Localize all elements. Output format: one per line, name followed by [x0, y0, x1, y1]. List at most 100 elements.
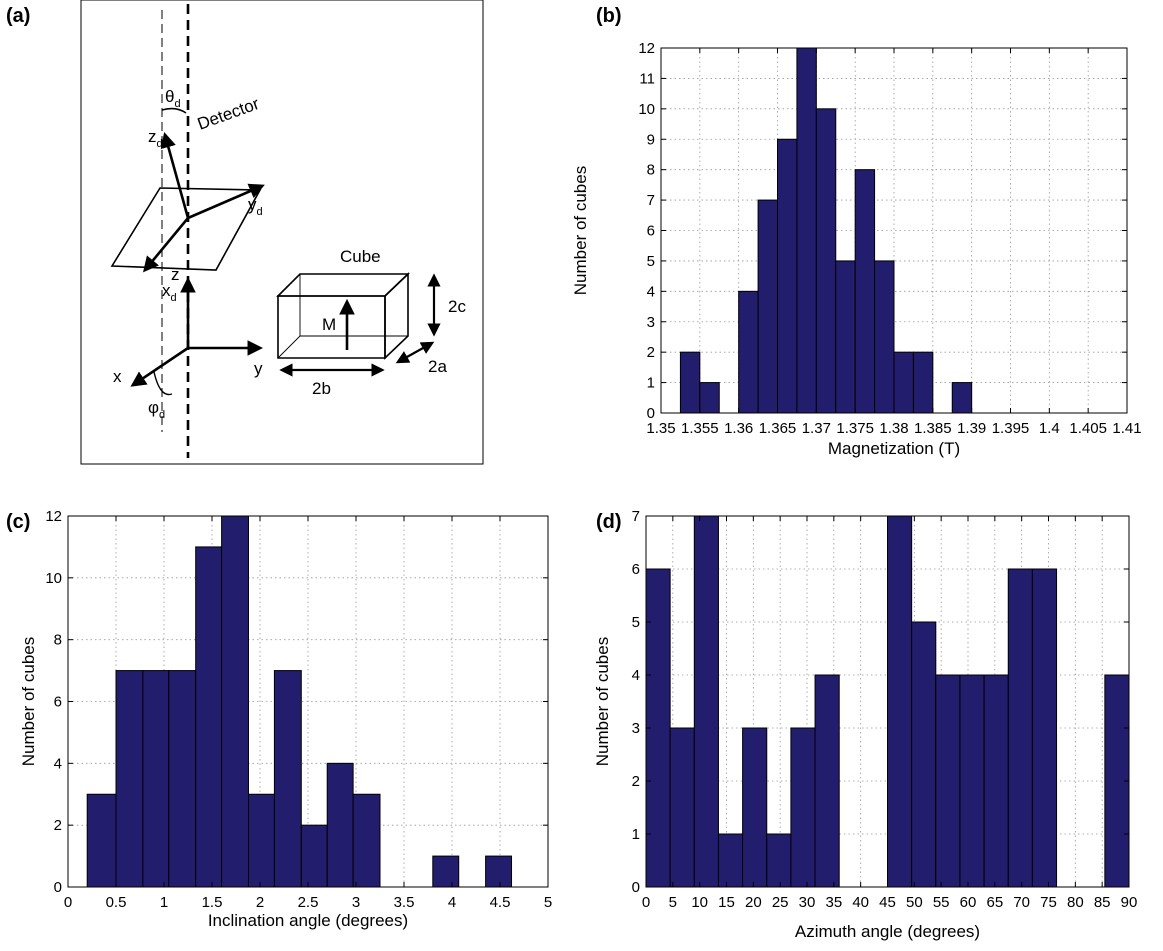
histogram-bar	[738, 290, 759, 414]
x-label: x	[113, 367, 122, 386]
histogram-bar	[935, 674, 961, 888]
y-tick-label: 4	[632, 667, 640, 684]
z-label: z	[171, 265, 180, 284]
panel-label: (b)	[596, 5, 622, 27]
x-tick-label: 2	[256, 894, 264, 911]
x-tick-label: 40	[852, 894, 869, 911]
theta-label: θd	[165, 87, 181, 110]
x-tick-label: 1.385	[914, 420, 952, 437]
x-tick-label: 2.5	[298, 894, 319, 911]
x-tick-label: 60	[960, 894, 977, 911]
yd-axis-arrow	[187, 183, 265, 220]
x-tick-label: 20	[745, 894, 762, 911]
x-tick-label: 90	[1121, 894, 1138, 911]
histogram-bar	[854, 169, 876, 414]
b-dim-label: 2b	[312, 379, 331, 398]
x-axis-arrow	[130, 346, 189, 387]
panel-label: (d)	[596, 511, 622, 533]
detector-label: Detector	[195, 94, 262, 134]
y-tick-label: 5	[632, 614, 640, 631]
x-tick-label: 1.355	[681, 420, 719, 437]
x-tick-label: 45	[879, 894, 896, 911]
x-tick-label: 10	[691, 894, 708, 911]
y-tick-label: 4	[647, 283, 655, 300]
phi-arc	[153, 371, 173, 396]
x-tick-label: 1	[160, 894, 168, 911]
histogram-bar	[912, 351, 934, 414]
y-tick-label: 1	[647, 375, 655, 392]
y-tick-label: 4	[54, 755, 62, 772]
y-tick-label: 12	[638, 40, 655, 57]
x-tick-label: 3.5	[394, 894, 415, 911]
x-tick-label: 4	[448, 894, 456, 911]
histogram-bar	[195, 546, 223, 888]
y-tick-label: 8	[647, 162, 655, 179]
x-tick-label: 50	[906, 894, 923, 911]
zd-axis-arrow	[160, 131, 190, 219]
cube-drawing	[276, 272, 410, 360]
panel-label: (c)	[6, 511, 30, 533]
panel-a-frame	[80, 0, 484, 465]
y-tick-label: 11	[639, 70, 655, 87]
y-tick-label: 5	[647, 253, 655, 270]
y-axis-title: Number of cubes	[19, 637, 38, 766]
x-tick-label: 1.37	[802, 420, 831, 437]
xd-label: xd	[162, 281, 177, 304]
yd-label: yd	[248, 195, 263, 218]
histogram-bar	[326, 762, 354, 888]
y-tick-label: 6	[54, 694, 62, 711]
histogram-bar	[699, 382, 720, 414]
zd-label: zd	[148, 127, 163, 150]
y-tick-label: 7	[647, 192, 655, 209]
histogram-bar	[432, 855, 460, 888]
histogram-bar	[86, 793, 117, 888]
y-tick-label: 12	[45, 508, 62, 525]
chart-inclination: (c) 0 0.5 1 1.5 2 2.5 3 3.5 4 4.5 5 0 2 4 6 8 10 12 Inclina…	[6, 508, 552, 930]
histogram-bar	[874, 260, 895, 414]
x-tick-label: 30	[799, 894, 816, 911]
y-tick-label: 8	[54, 632, 62, 649]
x-tick-label: 65	[986, 894, 1003, 911]
histogram-bar	[669, 727, 695, 888]
histogram-bar	[983, 674, 1009, 888]
x-tick-label: 0	[642, 894, 650, 911]
histogram-bar	[766, 833, 792, 888]
cube-label: Cube	[340, 247, 381, 266]
y-tick-label: 0	[632, 879, 640, 896]
phi-label: φd	[148, 398, 165, 421]
x-tick-label: 15	[718, 894, 735, 911]
x-tick-label: 4.5	[490, 894, 511, 911]
x-tick-label: 3	[352, 894, 360, 911]
histogram-bar	[717, 833, 744, 888]
histogram-bar	[887, 515, 913, 888]
histogram-bar	[1031, 568, 1058, 888]
x-tick-label: 1.39	[957, 420, 986, 437]
y-tick-label: 10	[638, 101, 655, 118]
histogram-bar	[951, 382, 973, 414]
y-tick-label: 6	[632, 561, 640, 578]
y-tick-label: 10	[45, 570, 62, 587]
y-tick-label: 7	[632, 508, 640, 525]
histogram-bar	[1007, 568, 1033, 888]
x-tick-label: 5	[669, 894, 677, 911]
xd-axis-arrow	[143, 217, 190, 273]
x-axis-title: Inclination angle (degrees)	[208, 911, 408, 930]
histogram-bar	[742, 727, 768, 888]
x-tick-label: 0	[64, 894, 72, 911]
x-axis-title: Magnetization (T)	[828, 439, 960, 458]
y-tick-label: 2	[632, 773, 640, 790]
panel-a: (a) zd θd Detector yd xd z x y φd	[6, 0, 484, 465]
histogram-bar	[168, 670, 197, 888]
c-dim-label: 2c	[448, 297, 466, 316]
histogram-bar	[115, 670, 144, 888]
x-tick-label: 55	[933, 894, 950, 911]
y-tick-label: 1	[632, 826, 640, 843]
x-tick-label: 1.4	[1039, 420, 1060, 437]
histogram-bar	[757, 199, 778, 414]
x-tick-label: 1.41	[1112, 420, 1141, 437]
histogram-bar	[693, 515, 719, 888]
x-tick-label: 25	[772, 894, 789, 911]
y-tick-label: 3	[632, 720, 640, 737]
histogram-bar	[485, 855, 513, 888]
